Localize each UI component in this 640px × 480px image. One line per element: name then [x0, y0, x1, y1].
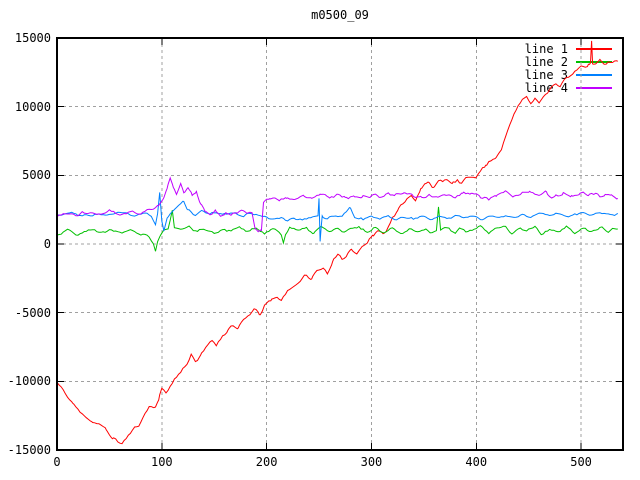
y-tick-label: 10000 [14, 99, 51, 114]
y-tick-label: -15000 [7, 443, 51, 457]
x-tick-label: 400 [465, 455, 488, 469]
legend-label: line 3 [524, 67, 568, 82]
x-tick-label: 200 [255, 455, 278, 469]
legend-label: line 2 [524, 54, 568, 69]
legend-label: line 1 [524, 41, 568, 56]
legend-label: line 4 [524, 80, 568, 95]
legend: line 1 line 2 line 3 line 4 [496, 41, 612, 95]
legend-item: line 1 [496, 41, 612, 56]
legend-item: line 4 [496, 80, 612, 95]
y-tick-label: -10000 [7, 374, 51, 389]
legend-line-sample [576, 47, 612, 50]
y-tick-label: 15000 [14, 31, 51, 45]
x-tick-label: 300 [360, 455, 383, 469]
chart-title: m0500_09 [311, 8, 369, 22]
x-tick-label: 500 [570, 455, 592, 469]
x-tick-label: 100 [150, 455, 173, 469]
legend-line-sample [576, 86, 612, 89]
x-tick-label: 0 [53, 455, 61, 469]
legend-item: line 2 [496, 54, 612, 69]
y-tick-label: -5000 [14, 305, 51, 320]
y-tick-label: 5000 [22, 168, 51, 183]
legend-line-sample [576, 73, 612, 76]
legend-line-sample [576, 60, 612, 63]
y-tick-label: 0 [43, 237, 51, 251]
legend-item: line 3 [496, 67, 612, 82]
